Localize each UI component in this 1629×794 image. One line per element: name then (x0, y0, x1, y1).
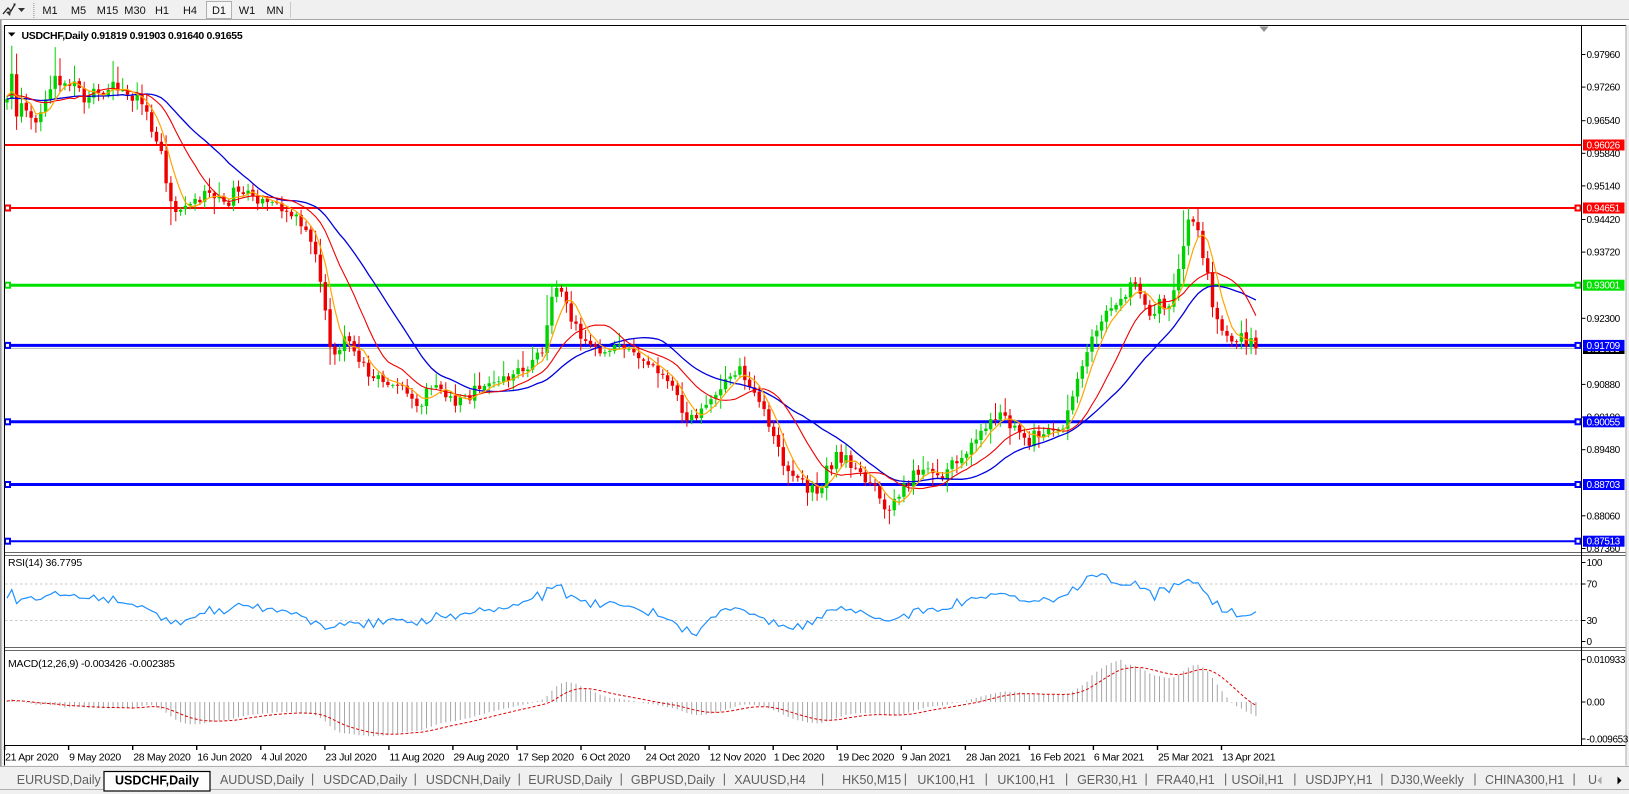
svg-text:M1: M1 (42, 5, 57, 17)
svg-text:30: 30 (1587, 616, 1598, 627)
svg-text:16 Feb 2021: 16 Feb 2021 (1030, 752, 1086, 764)
svg-text:MN: MN (266, 5, 283, 17)
svg-text:0.010933: 0.010933 (1587, 655, 1626, 666)
svg-text:FRA40,H1: FRA40,H1 (1156, 773, 1214, 787)
svg-text:|: | (723, 772, 726, 786)
svg-text:USDCHF,Daily: USDCHF,Daily (115, 774, 199, 788)
svg-text:28 Jan 2021: 28 Jan 2021 (966, 752, 1021, 764)
svg-text:CHINA300,H1: CHINA300,H1 (1485, 773, 1564, 787)
svg-text:USDCHF,Daily 0.91819 0.91903: USDCHF,Daily 0.91819 0.91903 0.91640 0.9… (22, 30, 243, 42)
svg-text:|: | (904, 772, 907, 786)
svg-text:AUDUSD,Daily: AUDUSD,Daily (220, 773, 305, 787)
svg-text:USDCAD,Daily: USDCAD,Daily (323, 773, 408, 787)
svg-text:0.93001: 0.93001 (1587, 281, 1621, 292)
svg-text:100: 100 (1587, 558, 1603, 569)
svg-text:11 Aug 2020: 11 Aug 2020 (389, 752, 444, 764)
svg-text:|: | (620, 772, 623, 786)
svg-text:|: | (1224, 772, 1227, 786)
svg-text:0.87360: 0.87360 (1587, 544, 1621, 555)
svg-text:0.97960: 0.97960 (1587, 50, 1621, 61)
svg-text:MACD(12,26,9) -0.003426 -0.002: MACD(12,26,9) -0.003426 -0.002385 (8, 658, 175, 670)
svg-text:0.89480: 0.89480 (1587, 445, 1621, 456)
svg-text:M15: M15 (97, 5, 118, 17)
svg-text:0.95140: 0.95140 (1587, 181, 1621, 192)
svg-text:0.88703: 0.88703 (1587, 480, 1621, 491)
svg-text:UK100,H1: UK100,H1 (997, 773, 1055, 787)
svg-text:XAUUSD,H4: XAUUSD,H4 (734, 773, 806, 787)
svg-text:17 Sep 2020: 17 Sep 2020 (518, 752, 575, 764)
svg-text:0.94651: 0.94651 (1587, 204, 1621, 215)
svg-text:USOil,H1: USOil,H1 (1232, 773, 1284, 787)
svg-text:M5: M5 (71, 5, 86, 17)
svg-text:|: | (1144, 772, 1147, 786)
svg-text:16 Jun 2020: 16 Jun 2020 (197, 752, 252, 764)
svg-text:23 Jul 2020: 23 Jul 2020 (325, 752, 376, 764)
svg-text:|: | (1065, 772, 1068, 786)
svg-text:GBPUSD,Daily: GBPUSD,Daily (631, 773, 716, 787)
svg-text:9 Jan 2021: 9 Jan 2021 (902, 752, 951, 764)
svg-text:0.90880: 0.90880 (1587, 380, 1621, 391)
svg-text:UK100,H1: UK100,H1 (917, 773, 975, 787)
svg-text:0.95840: 0.95840 (1587, 149, 1621, 160)
svg-text:21 Apr 2020: 21 Apr 2020 (5, 752, 59, 764)
svg-text:HK50,M15: HK50,M15 (842, 773, 901, 787)
svg-text:GER30,H1: GER30,H1 (1077, 773, 1137, 787)
svg-text:|: | (414, 772, 417, 786)
svg-text:0.00: 0.00 (1587, 698, 1606, 709)
svg-text:DJ30,Weekly: DJ30,Weekly (1390, 773, 1464, 787)
svg-text:|: | (1380, 772, 1383, 786)
svg-text:U: U (1588, 773, 1597, 787)
svg-text:|: | (1473, 772, 1476, 786)
svg-text:6 Oct 2020: 6 Oct 2020 (582, 752, 631, 764)
svg-text:0.92300: 0.92300 (1587, 314, 1621, 325)
svg-text:H4: H4 (183, 5, 197, 17)
svg-text:RSI(14) 36.7795: RSI(14) 36.7795 (8, 557, 82, 569)
svg-text:-0.009653: -0.009653 (1587, 735, 1629, 746)
svg-text:0.93720: 0.93720 (1587, 248, 1621, 259)
svg-text:70: 70 (1587, 580, 1598, 591)
svg-text:0.94420: 0.94420 (1587, 215, 1621, 226)
svg-text:|: | (311, 772, 314, 786)
svg-text:USDCNH,Daily: USDCNH,Daily (426, 773, 511, 787)
svg-text:28 May 2020: 28 May 2020 (133, 752, 191, 764)
svg-text:EURUSD,Daily: EURUSD,Daily (528, 773, 613, 787)
svg-text:0.90055: 0.90055 (1587, 417, 1621, 428)
svg-text:|: | (518, 772, 521, 786)
svg-text:24 Oct 2020: 24 Oct 2020 (646, 752, 700, 764)
svg-text:4 Jul 2020: 4 Jul 2020 (261, 752, 307, 764)
svg-text:1 Dec 2020: 1 Dec 2020 (774, 752, 825, 764)
svg-text:0.97260: 0.97260 (1587, 83, 1621, 94)
svg-text:29 Aug 2020: 29 Aug 2020 (453, 752, 509, 764)
svg-text:|: | (1572, 772, 1575, 786)
svg-text:|: | (1293, 772, 1296, 786)
svg-text:W1: W1 (239, 5, 256, 17)
svg-text:M30: M30 (124, 5, 145, 17)
svg-text:0.96026: 0.96026 (1587, 141, 1621, 152)
svg-text:13 Apr 2021: 13 Apr 2021 (1222, 752, 1276, 764)
svg-text:EURUSD,Daily: EURUSD,Daily (17, 773, 102, 787)
svg-text:12 Nov 2020: 12 Nov 2020 (710, 752, 767, 764)
svg-text:0.88060: 0.88060 (1587, 511, 1621, 522)
svg-text:H1: H1 (155, 5, 169, 17)
svg-text:0.91709: 0.91709 (1587, 341, 1621, 352)
svg-text:6 Mar 2021: 6 Mar 2021 (1094, 752, 1145, 764)
svg-text:0.96540: 0.96540 (1587, 116, 1621, 127)
svg-text:D1: D1 (212, 5, 226, 17)
svg-text:0: 0 (1587, 637, 1593, 648)
svg-text:25 Mar 2021: 25 Mar 2021 (1158, 752, 1214, 764)
svg-text:9 May 2020: 9 May 2020 (69, 752, 121, 764)
svg-text:|: | (821, 772, 824, 786)
svg-text:0.87513: 0.87513 (1587, 537, 1621, 548)
svg-text:USDJPY,H1: USDJPY,H1 (1305, 773, 1372, 787)
svg-text:|: | (985, 772, 988, 786)
svg-text:19 Dec 2020: 19 Dec 2020 (838, 752, 895, 764)
